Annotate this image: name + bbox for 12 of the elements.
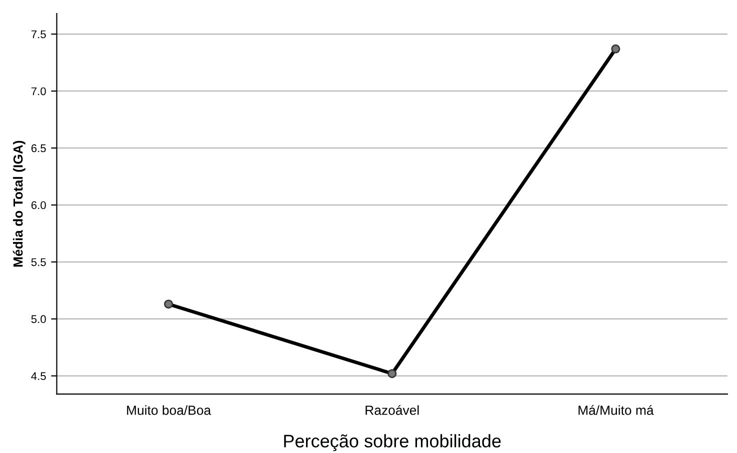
x-tick-label: Razoável bbox=[366, 405, 419, 415]
y-tick-label: 7.0 bbox=[31, 87, 46, 96]
y-tick-label: 6.0 bbox=[31, 201, 46, 210]
y-tick-label: 6.5 bbox=[31, 144, 46, 152]
y-tick-label: 5.5 bbox=[31, 258, 46, 266]
x-tick-label: Má/Muito má bbox=[578, 405, 654, 415]
y-axis-title: Média do Total (IGA) bbox=[12, 140, 26, 267]
y-tick-label: 5.0 bbox=[31, 315, 46, 324]
y-tick-label: 7.5 bbox=[31, 30, 46, 38]
y-tick-label: 4.5 bbox=[31, 372, 46, 380]
x-tick-label: Muito boa/Boa bbox=[127, 405, 212, 415]
x-axis-title: Perceção sobre mobilidade bbox=[284, 434, 501, 452]
